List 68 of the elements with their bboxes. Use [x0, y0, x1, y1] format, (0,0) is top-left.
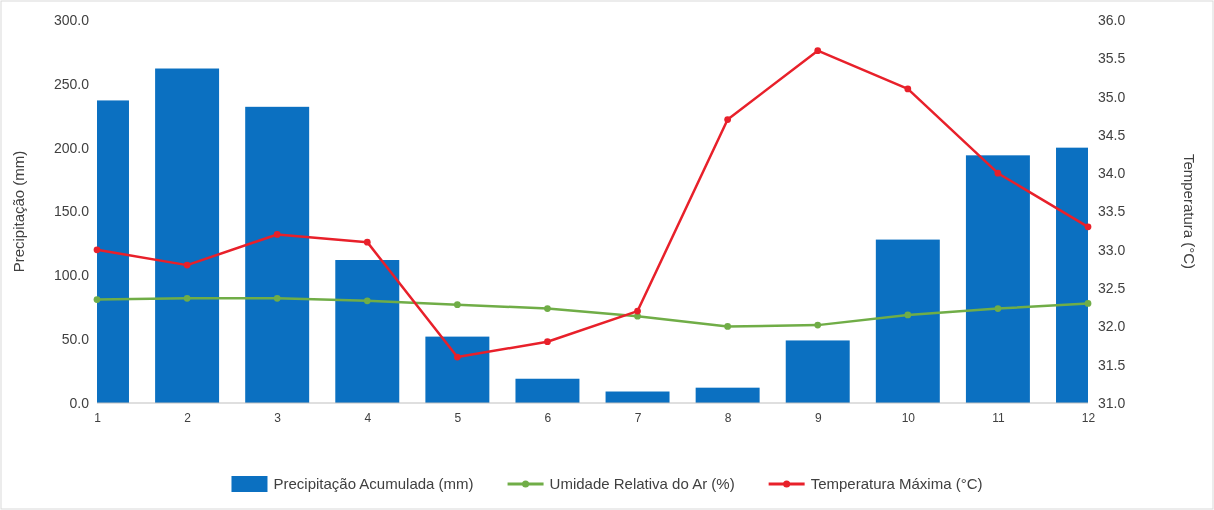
y-tick-label: 0.0 — [69, 394, 90, 411]
bar — [155, 68, 220, 403]
point — [1084, 300, 1092, 307]
x-tick-label: 12 — [1081, 410, 1096, 425]
y-tick-label: 150.0 — [53, 203, 90, 220]
point — [273, 231, 281, 238]
x-tick-label: 7 — [634, 410, 642, 425]
bar — [245, 106, 310, 403]
x-tick-label: 3 — [274, 410, 282, 425]
y-tick-label: 200.0 — [53, 139, 90, 156]
point — [183, 261, 191, 269]
point — [363, 238, 371, 246]
point — [544, 305, 551, 312]
y2-tick-label: 31.0 — [1098, 394, 1126, 411]
x-tick-label: 4 — [364, 410, 372, 425]
x-tick-label: 10 — [901, 410, 916, 425]
y2-tick-label: 31.5 — [1098, 356, 1126, 373]
y2-tick-label: 35.0 — [1098, 88, 1126, 105]
y2-tick-label: 36.0 — [1098, 11, 1126, 28]
point — [93, 296, 101, 303]
bar — [875, 239, 940, 403]
y-tick-label: 100.0 — [53, 267, 90, 284]
bar — [515, 378, 580, 403]
x-tick-label: 6 — [544, 410, 552, 425]
legend-label: Precipitação Acumulada (mm) — [273, 475, 474, 492]
point — [724, 323, 732, 330]
y2-tick-label: 32.5 — [1098, 280, 1126, 297]
y2-tick-label: 32.0 — [1098, 318, 1126, 335]
legend-label: Temperatura Máxima (°C) — [810, 475, 983, 492]
y2-tick-label: 33.0 — [1098, 241, 1126, 258]
bar — [965, 155, 1030, 403]
y2-tick-label: 34.0 — [1098, 165, 1126, 182]
x-tick-label: 11 — [992, 410, 1005, 425]
point — [453, 353, 461, 361]
x-tick-label: 5 — [454, 410, 462, 425]
point — [814, 321, 822, 329]
point — [363, 297, 371, 305]
point — [814, 47, 822, 55]
point — [183, 294, 191, 302]
bar — [785, 340, 850, 403]
y2-axis-title: Temperatura (°C) — [1181, 153, 1198, 270]
y2-tick-label: 34.5 — [1098, 126, 1126, 143]
bar — [335, 260, 400, 403]
point — [453, 301, 461, 309]
point — [994, 169, 1002, 177]
point — [634, 307, 641, 315]
y2-tick-label: 33.5 — [1098, 203, 1126, 220]
point — [904, 85, 912, 93]
legend-label: Umidade Relativa do Ar (%) — [549, 475, 735, 492]
point — [93, 246, 101, 254]
point — [1084, 223, 1092, 231]
point — [724, 116, 732, 123]
y-tick-label: 250.0 — [53, 75, 90, 92]
x-tick-label: 8 — [724, 410, 732, 425]
y2-tick-label: 35.5 — [1098, 50, 1126, 67]
y-axis-title: Precipitação (mm) — [10, 150, 27, 273]
x-tick-label: 9 — [814, 410, 822, 425]
point — [273, 294, 281, 302]
bar — [695, 387, 760, 403]
point — [994, 305, 1002, 312]
x-tick-label: 2 — [184, 410, 192, 425]
bar — [425, 336, 490, 403]
x-tick-label: 1 — [94, 410, 102, 425]
y-tick-label: 50.0 — [61, 331, 90, 348]
y-tick-label: 300.0 — [53, 11, 90, 28]
point — [904, 311, 912, 319]
point — [544, 338, 551, 346]
point — [634, 312, 641, 320]
